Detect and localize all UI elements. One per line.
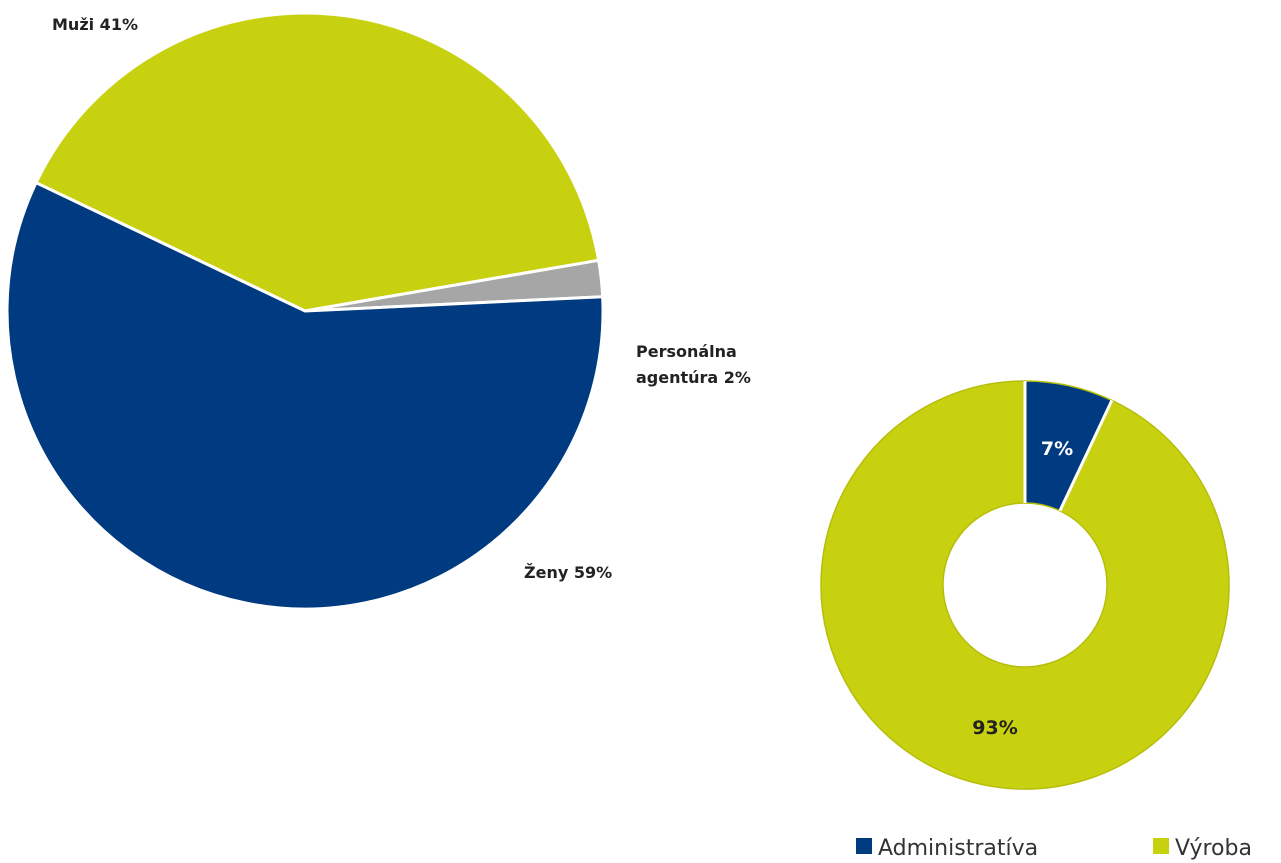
donut-slice-1 bbox=[820, 380, 1230, 790]
pie-label-2: Ženy 59% bbox=[524, 563, 612, 582]
pie-slice-2 bbox=[5, 180, 605, 611]
pie-chart bbox=[5, 11, 605, 611]
legend-label-0: Administratíva bbox=[878, 836, 1038, 861]
pie-label-0: Muži 41% bbox=[52, 15, 138, 34]
pie-slice-0 bbox=[34, 11, 601, 313]
legend-swatch-0 bbox=[856, 838, 872, 854]
legend-label-1: Výroba bbox=[1175, 836, 1252, 861]
donut-chart bbox=[820, 380, 1230, 790]
donut-label-1: 93% bbox=[972, 717, 1017, 739]
donut-label-0: 7% bbox=[1041, 438, 1073, 460]
legend-swatch-1 bbox=[1153, 838, 1169, 854]
pie-label-1: Personálna agentúra 2% bbox=[636, 342, 751, 387]
